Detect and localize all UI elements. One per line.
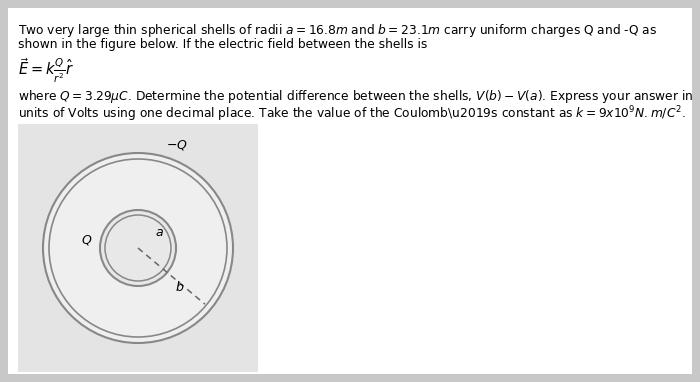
Text: $a$: $a$ — [155, 225, 164, 238]
Text: $-Q$: $-Q$ — [167, 138, 188, 152]
Text: $\vec{E} = k\frac{Q}{r^2}\hat{r}$: $\vec{E} = k\frac{Q}{r^2}\hat{r}$ — [18, 56, 74, 85]
Text: shown in the figure below. If the electric field between the shells is: shown in the figure below. If the electr… — [18, 38, 428, 51]
Text: where $Q = 3.29\mu C$. Determine the potential difference between the shells, $V: where $Q = 3.29\mu C$. Determine the pot… — [18, 88, 693, 105]
Text: $b$: $b$ — [175, 280, 185, 294]
Bar — [18, 124, 258, 372]
Text: $Q$: $Q$ — [80, 233, 92, 247]
Circle shape — [43, 153, 233, 343]
Text: Two very large thin spherical shells of radii $a = 16.8m$ and $b = 23.1m$ carry : Two very large thin spherical shells of … — [18, 22, 657, 39]
Text: units of Volts using one decimal place. Take the value of the Coulomb\u2019s con: units of Volts using one decimal place. … — [18, 104, 686, 124]
Circle shape — [100, 210, 176, 286]
